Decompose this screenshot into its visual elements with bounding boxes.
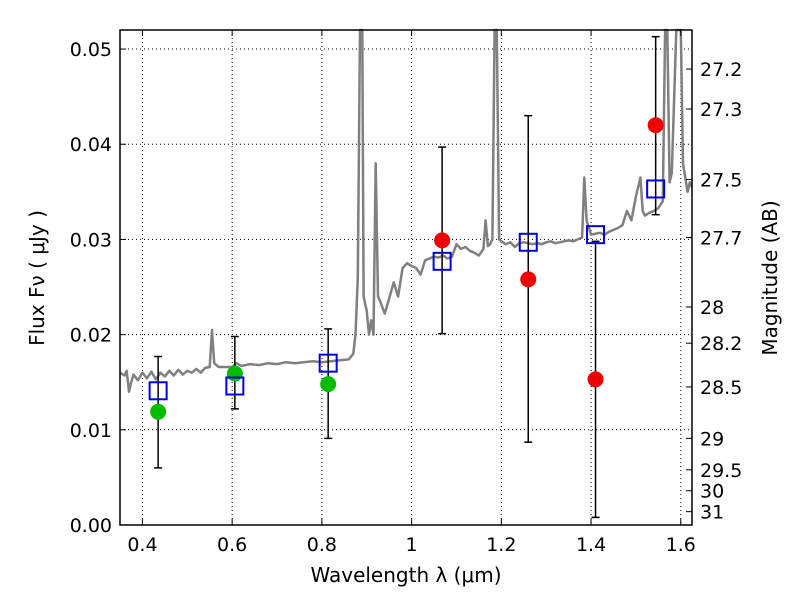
observed-point bbox=[150, 403, 167, 420]
right-tick-label: 29.5 bbox=[700, 460, 742, 482]
x-tick-label: 1.6 bbox=[666, 534, 696, 556]
right-tick-label: 29 bbox=[700, 428, 724, 450]
axis-ticks: 0.4 0.6 0.8 1 1.2 1.4 1.6 0.00 0.01 0.02 0.03 0.04 0… bbox=[70, 30, 742, 556]
x-tick-label: 1.2 bbox=[486, 534, 516, 556]
model-point bbox=[432, 251, 452, 271]
spectrum-line bbox=[119, 28, 694, 393]
y-tick-label: 0.05 bbox=[70, 39, 112, 61]
right-tick-label: 28.5 bbox=[700, 377, 742, 399]
y-tick-label: 0.03 bbox=[70, 229, 112, 251]
observed-point bbox=[520, 271, 537, 288]
y-tick-label: 0.01 bbox=[70, 420, 112, 442]
observed-point bbox=[587, 371, 604, 388]
y-tick-label: 0.00 bbox=[70, 515, 112, 537]
observed-point bbox=[647, 117, 664, 134]
y-axis-right-label: Magnitude (AB) bbox=[758, 200, 782, 355]
x-tick-label: 0.4 bbox=[127, 534, 157, 556]
y-tick-label: 0.02 bbox=[70, 325, 112, 347]
model-point bbox=[148, 381, 168, 401]
y-axis-label: Flux Fν ( μJy ) bbox=[25, 210, 49, 346]
observed-point bbox=[320, 376, 337, 393]
x-axis-label: Wavelength λ (μm) bbox=[310, 563, 501, 587]
x-tick-label: 0.8 bbox=[307, 534, 337, 556]
right-tick-label: 27.3 bbox=[700, 99, 742, 121]
model-point bbox=[646, 179, 666, 199]
right-tick-label: 28 bbox=[700, 297, 724, 319]
right-tick-label: 30 bbox=[700, 481, 724, 503]
model-spectrum bbox=[119, 28, 694, 393]
y-tick-label: 0.04 bbox=[70, 134, 112, 156]
right-tick-label: 28.2 bbox=[700, 333, 742, 355]
right-tick-label: 27.7 bbox=[700, 228, 742, 250]
x-tick-label: 0.6 bbox=[217, 534, 247, 556]
model-point bbox=[518, 232, 538, 252]
x-tick-label: 1.4 bbox=[576, 534, 606, 556]
plot-frame bbox=[119, 29, 693, 526]
x-tick-label: 1 bbox=[406, 534, 418, 556]
right-tick-label: 31 bbox=[700, 502, 724, 524]
observed-point bbox=[226, 365, 243, 382]
data-markers bbox=[148, 117, 666, 420]
observed-point bbox=[434, 232, 451, 249]
model-point bbox=[318, 353, 338, 373]
right-tick-label: 27.2 bbox=[700, 59, 742, 81]
right-tick-label: 27.5 bbox=[700, 169, 742, 191]
model-point bbox=[225, 376, 245, 396]
model-point bbox=[586, 225, 606, 245]
